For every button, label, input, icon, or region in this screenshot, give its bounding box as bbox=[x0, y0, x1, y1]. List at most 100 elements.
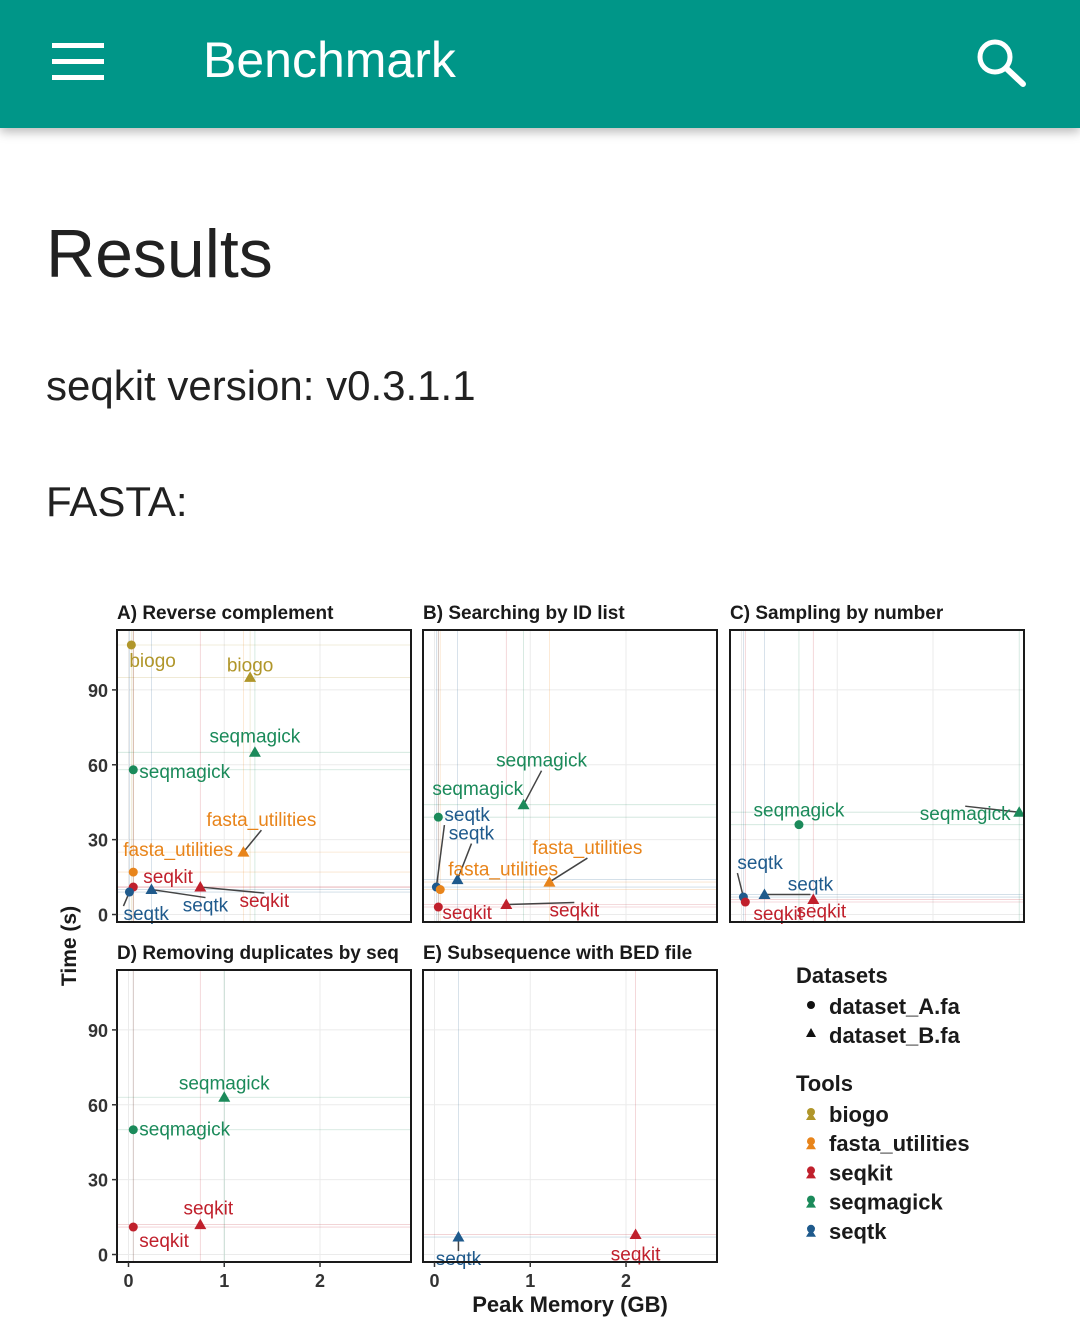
data-point-triangle bbox=[218, 1091, 231, 1102]
data-point-triangle bbox=[517, 798, 530, 810]
panel-background bbox=[423, 970, 717, 1262]
label-leader-line bbox=[506, 901, 575, 906]
panel-title: C) Sampling by number bbox=[730, 603, 944, 624]
y-tick-label: 90 bbox=[88, 1021, 108, 1041]
point-label: seqtk bbox=[449, 824, 495, 845]
label-leader-line bbox=[200, 886, 265, 894]
panel-title: D) Removing duplicates by seq bbox=[117, 943, 399, 964]
point-label: seqkit bbox=[143, 867, 193, 888]
y-tick-label: 60 bbox=[88, 1096, 108, 1116]
legend-tool-label: seqtk bbox=[829, 1219, 887, 1244]
point-label: seqkit bbox=[753, 904, 803, 925]
y-axis-title: Time (s) bbox=[58, 906, 81, 986]
point-label: fasta_utilities bbox=[123, 840, 233, 861]
benchmark-chart: A) Reverse complement biogo biogo seqmagick… bbox=[58, 603, 1026, 1317]
point-label: seqmagick bbox=[754, 801, 845, 822]
data-point-circle bbox=[740, 897, 750, 907]
legend-tool-label: biogo bbox=[829, 1102, 889, 1127]
point-label: seqkit bbox=[796, 902, 846, 923]
point-label: seqtk bbox=[123, 904, 169, 925]
point-label: seqkit bbox=[611, 1245, 661, 1266]
y-tick-label: 30 bbox=[88, 831, 108, 851]
panel-background bbox=[117, 630, 411, 922]
legend-circle-key bbox=[807, 1001, 815, 1009]
data-point-triangle bbox=[248, 746, 261, 757]
y-tick-label: 90 bbox=[88, 681, 108, 701]
point-label: biogo bbox=[227, 655, 274, 676]
x-tick-label: 1 bbox=[525, 1271, 535, 1291]
data-point-triangle bbox=[1013, 806, 1026, 817]
data-point-triangle bbox=[758, 888, 771, 900]
panel-title: B) Searching by ID list bbox=[423, 603, 625, 624]
data-point-circle bbox=[433, 812, 443, 822]
point-label: biogo bbox=[129, 651, 176, 672]
point-label: seqtk bbox=[444, 805, 490, 826]
hamburger-menu-icon bbox=[52, 43, 104, 80]
data-point-triangle bbox=[500, 898, 513, 910]
app-bar: Benchmark bbox=[0, 0, 1080, 128]
app-title: Benchmark bbox=[203, 32, 456, 88]
data-point-circle bbox=[128, 867, 138, 877]
point-label: seqtk bbox=[788, 875, 834, 896]
legend-dataset-label: dataset_B.fa bbox=[829, 1023, 961, 1048]
label-leader-line bbox=[522, 770, 543, 806]
y-tick-label: 60 bbox=[88, 756, 108, 776]
point-label: seqmagick bbox=[179, 1073, 270, 1094]
panel-border bbox=[116, 969, 412, 1263]
point-label: seqtk bbox=[183, 896, 229, 917]
data-point-triangle bbox=[194, 1218, 207, 1230]
point-label: seqkit bbox=[239, 891, 289, 912]
label-leader-line bbox=[549, 857, 588, 883]
x-tick-label: 1 bbox=[219, 1271, 229, 1291]
point-label: seqmagick bbox=[920, 804, 1011, 825]
x-tick-label: 2 bbox=[621, 1271, 631, 1291]
point-label: seqmagick bbox=[209, 726, 300, 747]
point-label: seqmagick bbox=[432, 779, 523, 800]
legend-tool-key-triangle bbox=[806, 1228, 816, 1237]
legend-tool-label: seqkit bbox=[829, 1160, 893, 1185]
point-label: seqkit bbox=[139, 1231, 189, 1252]
label-leader-line bbox=[456, 843, 473, 880]
legend-datasets-title: Datasets bbox=[796, 963, 888, 988]
data-point-triangle bbox=[244, 671, 257, 682]
x-tick-label: 2 bbox=[315, 1271, 325, 1291]
legend-triangle-key bbox=[806, 1028, 816, 1037]
x-axis-title: Peak Memory (GB) bbox=[472, 1292, 668, 1317]
menu-button[interactable] bbox=[44, 34, 114, 90]
label-leader-line bbox=[151, 888, 206, 899]
x-tick-label: 0 bbox=[429, 1271, 439, 1291]
data-point-triangle bbox=[194, 881, 207, 892]
panel-border bbox=[116, 629, 412, 923]
point-label: seqkit bbox=[442, 903, 492, 924]
data-point-circle bbox=[128, 1222, 138, 1232]
data-point-triangle bbox=[145, 883, 158, 895]
point-label: seqmagick bbox=[496, 751, 587, 772]
data-point-triangle bbox=[452, 1231, 465, 1242]
panel-background bbox=[117, 970, 411, 1262]
point-label: fasta_utilities bbox=[206, 810, 316, 831]
point-label: seqtk bbox=[737, 853, 783, 874]
page-heading: Results bbox=[46, 216, 273, 292]
legend-tool-label: seqmagick bbox=[829, 1190, 943, 1215]
panel-background bbox=[423, 630, 717, 922]
data-point-triangle bbox=[237, 846, 250, 857]
point-label: seqtk bbox=[436, 1249, 482, 1270]
legend-tool-label: fasta_utilities bbox=[829, 1131, 970, 1156]
benchmark-figure: A) Reverse complement biogo biogo seqmagick… bbox=[0, 560, 1080, 1335]
legend-tool-key-triangle bbox=[806, 1112, 816, 1120]
data-point-circle bbox=[128, 1125, 138, 1135]
panel-border bbox=[422, 969, 718, 1263]
y-tick-label: 0 bbox=[98, 1246, 108, 1266]
legend-dataset-label: dataset_A.fa bbox=[829, 994, 961, 1019]
search-icon bbox=[977, 39, 1026, 87]
data-point-triangle bbox=[451, 873, 464, 885]
search-button[interactable] bbox=[960, 26, 1040, 98]
legend-tools-title: Tools bbox=[796, 1071, 853, 1096]
label-leader-line bbox=[242, 829, 262, 853]
panel-title: A) Reverse complement bbox=[117, 603, 334, 624]
point-label: seqmagick bbox=[139, 762, 230, 783]
data-point-circle bbox=[794, 820, 804, 830]
data-point-circle bbox=[128, 765, 138, 775]
x-tick-label: 0 bbox=[123, 1271, 133, 1291]
section-heading: FASTA: bbox=[46, 478, 188, 525]
